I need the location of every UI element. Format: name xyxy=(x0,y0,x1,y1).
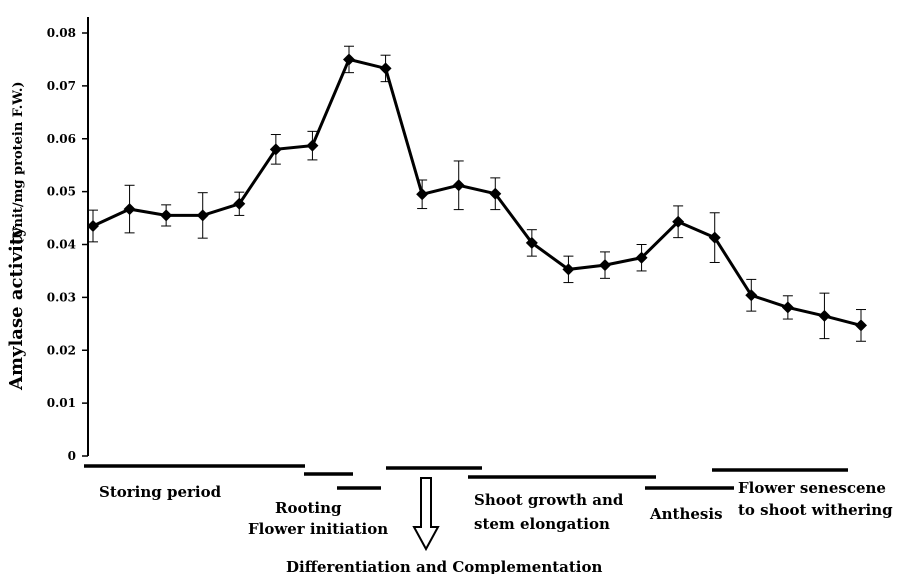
phase-label-flower-initiation: Flower initiation xyxy=(248,520,388,538)
y-tick-label: 0.01 xyxy=(47,396,76,410)
y-tick-label: 0.04 xyxy=(47,238,76,252)
data-point xyxy=(599,259,611,271)
phase-label-stem-elongation: stem elongation xyxy=(474,515,610,533)
data-point xyxy=(818,310,830,322)
y-tick-label: 0.07 xyxy=(47,79,76,93)
y-tick-label: 0.05 xyxy=(47,185,76,199)
y-tick-label: 0.03 xyxy=(47,290,76,304)
data-point xyxy=(124,203,136,215)
y-axis-unit: (Unit/mg protein F.W.) xyxy=(11,81,26,245)
phase-label-shoot-withering: to shoot withering xyxy=(738,501,893,519)
y-axis-label: Amylase activity (Unit/mg protein F.W.) xyxy=(6,81,27,391)
y-tick-label: 0 xyxy=(68,449,76,463)
phase-label-anthesis: Anthesis xyxy=(649,505,723,523)
data-point xyxy=(416,188,428,200)
down-arrow-icon xyxy=(414,478,438,549)
data-point xyxy=(197,209,209,221)
y-ticks: 0 0.01 0.02 0.03 0.04 0.05 0.06 0.07 0.08 xyxy=(47,26,88,463)
phase-label-differentiation: Differentiation and Complementation xyxy=(286,558,603,574)
data-point xyxy=(380,62,392,74)
data-point xyxy=(160,209,172,221)
data-point xyxy=(306,140,318,152)
y-axis-title: Amylase activity xyxy=(6,226,27,391)
phase-labels: Storing period Rooting Flower initiation… xyxy=(99,479,893,574)
data-point xyxy=(453,179,465,191)
data-point xyxy=(855,319,867,331)
phase-label-rooting: Rooting xyxy=(275,499,342,517)
series-line xyxy=(93,59,861,325)
phase-label-storing: Storing period xyxy=(99,483,222,501)
phase-label-shoot-growth: Shoot growth and xyxy=(474,491,624,509)
data-point xyxy=(343,53,355,65)
data-point xyxy=(782,301,794,313)
y-tick-label: 0.08 xyxy=(47,26,76,40)
phase-bars xyxy=(84,466,848,549)
phase-label-flower-senescence: Flower senescene xyxy=(738,479,886,497)
y-tick-label: 0.02 xyxy=(47,343,76,357)
y-tick-label: 0.06 xyxy=(47,132,76,146)
